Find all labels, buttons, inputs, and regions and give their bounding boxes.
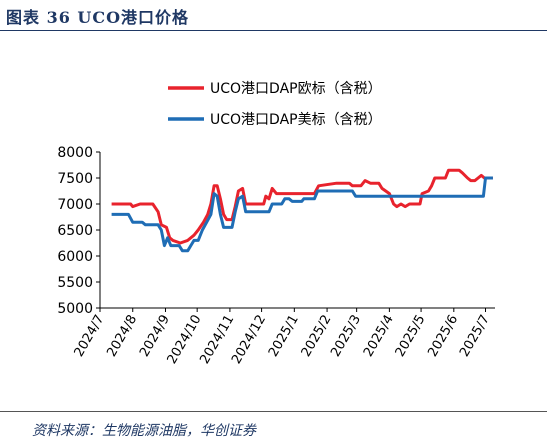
series-layer (111, 168, 493, 253)
y-tick-label: 7000 (57, 197, 93, 213)
y-tick-label: 6500 (57, 223, 93, 239)
legend-label-eu: UCO港口DAP欧标（含税） (210, 81, 382, 97)
x-tick-label: 2025/7 (457, 313, 493, 360)
uco-price-chart: UCO港口DAP欧标（含税） UCO港口DAP美标（含税） 5000 5500 600… (57, 81, 495, 367)
series-line-us (111, 176, 493, 253)
y-tick-label: 5500 (57, 275, 93, 291)
x-tick-label: 2024/8 (104, 313, 140, 360)
axes: 5000 5500 6000 6500 7000 7500 8000 2024/72024/8… (57, 145, 495, 367)
source-note: 资料来源：生物能源油脂，华创证券 (32, 423, 256, 439)
y-tick-label: 5000 (57, 301, 93, 317)
page-title: 图表 36 UCO港口价格 (6, 8, 190, 27)
footer-divider (0, 411, 547, 412)
y-tick-label: 6000 (57, 249, 93, 265)
legend-label-us: UCO港口DAP美标（含税） (210, 112, 382, 128)
series-line-eu (111, 168, 493, 245)
title-divider (0, 30, 547, 31)
y-tick-label: 7500 (57, 171, 93, 187)
legend: UCO港口DAP欧标（含税） UCO港口DAP美标（含税） (168, 81, 382, 128)
x-tick-label: 2025/1 (266, 313, 302, 360)
x-tick-label: 2024/7 (72, 313, 108, 360)
x-tick-label: 2025/5 (393, 313, 429, 360)
y-tick-label: 8000 (57, 145, 93, 161)
